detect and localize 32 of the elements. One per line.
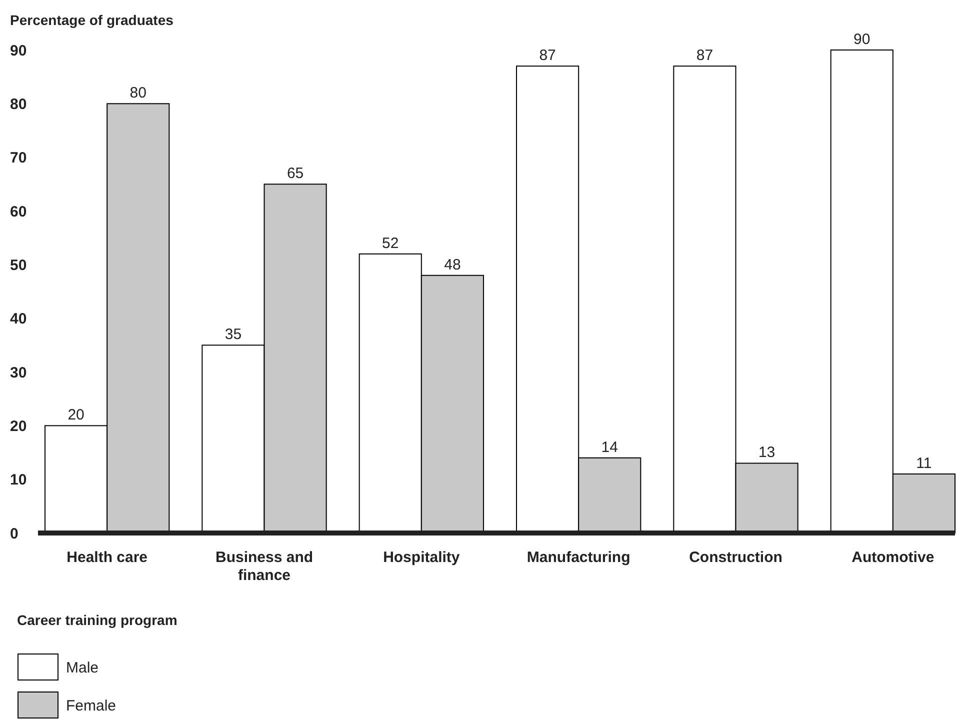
data-label: 52: [382, 234, 399, 252]
x-axis-title: Career training program: [17, 612, 178, 628]
data-label: 14: [601, 438, 618, 456]
y-axis-title: Percentage of graduates: [10, 12, 174, 28]
legend-label: Male: [66, 659, 99, 676]
y-tick-label: 40: [10, 310, 27, 328]
y-tick-label: 60: [10, 203, 27, 220]
x-tick-label: Automotive: [852, 549, 934, 566]
y-tick-label: 30: [10, 364, 27, 382]
y-tick-label: 80: [10, 96, 27, 113]
x-tick-label: Business and finance: [215, 549, 314, 584]
data-label: 35: [224, 326, 242, 344]
data-label: 11: [916, 454, 932, 472]
y-tick-label: 70: [10, 150, 27, 167]
x-tick-label: Hospitality: [383, 549, 460, 566]
x-tick-label: Manufacturing: [526, 549, 630, 566]
y-tick-label: 50: [10, 256, 27, 274]
data-label: 90: [854, 31, 870, 48]
y-tick-label: 10: [10, 472, 27, 489]
y-tick-label: 0: [10, 525, 18, 542]
data-label: 80: [130, 84, 146, 102]
data-label: 87: [696, 47, 714, 64]
x-tick-label: Construction: [689, 549, 782, 566]
data-label: 87: [539, 47, 556, 64]
data-label: 20: [68, 406, 84, 424]
data-label: 65: [286, 165, 304, 182]
data-label: 48: [444, 256, 461, 274]
legend-label: Female: [66, 697, 116, 714]
y-tick-label: 90: [10, 42, 27, 60]
data-label: 13: [758, 444, 776, 462]
x-tick-label: Health care: [66, 549, 148, 566]
y-tick-label: 20: [10, 418, 27, 435]
